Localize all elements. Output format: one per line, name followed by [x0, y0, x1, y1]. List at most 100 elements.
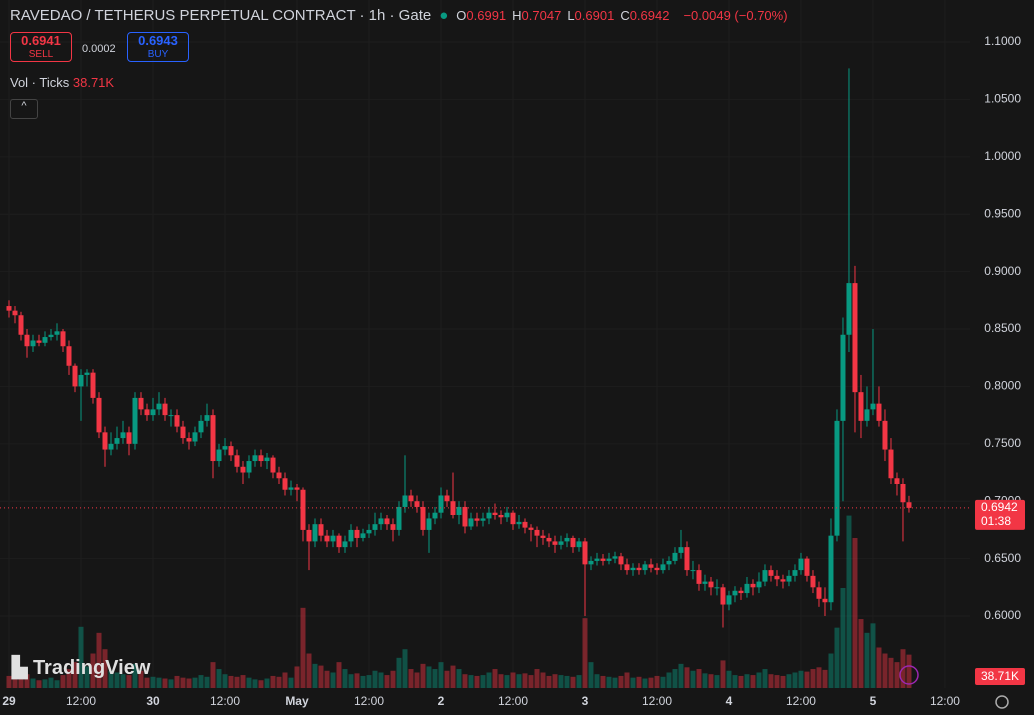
candle-body [876, 403, 882, 421]
volume-bar [126, 675, 132, 688]
volume-bar [786, 674, 792, 688]
volume-bar [654, 675, 660, 688]
lightning-button[interactable] [899, 665, 919, 685]
candle-body [564, 537, 570, 542]
candle-body [288, 487, 294, 490]
last-price-label: 0.6942 [981, 500, 1018, 514]
candle-body [552, 541, 558, 545]
volume-bar [174, 675, 180, 688]
volume-bar [588, 662, 594, 688]
volume-bar [720, 660, 726, 688]
candle-body [744, 583, 750, 594]
volume-bar [162, 678, 168, 688]
volume-bar [618, 675, 624, 688]
candle-body [654, 567, 660, 571]
candle-body [390, 524, 396, 530]
volume-bar [546, 675, 552, 688]
candle-body [468, 518, 474, 527]
volume-bar [102, 649, 108, 688]
volume-bar [582, 618, 588, 688]
buy-button[interactable]: 0.6943 BUY [127, 32, 189, 62]
candle-body [108, 443, 114, 450]
candle-body [192, 432, 198, 442]
volume-bar [738, 675, 744, 688]
y-tick-label: 0.6000 [984, 608, 1021, 622]
candle-body [234, 455, 240, 467]
volume-bar [12, 677, 18, 688]
candle-body [672, 552, 678, 561]
volume-bar [894, 662, 900, 688]
y-tick-label: 0.8500 [984, 321, 1021, 335]
candle-body [78, 374, 84, 387]
volume-bar [744, 674, 750, 688]
volume-bar [702, 673, 708, 688]
volume-bar [708, 674, 714, 688]
volume-bar [168, 679, 174, 688]
volume-bar [330, 672, 336, 688]
volume-bar [696, 669, 702, 688]
volume-bar [882, 653, 888, 688]
y-tick-label: 1.0000 [984, 149, 1021, 163]
last-price-tag [975, 499, 1025, 530]
y-tick-label: 0.6500 [984, 551, 1021, 565]
candle-body [582, 541, 588, 565]
candle-body [444, 495, 450, 502]
volume-bar [228, 675, 234, 688]
y-tick-label: 1.1000 [984, 34, 1021, 48]
volume-bar [462, 674, 468, 688]
volume-bar [132, 663, 138, 688]
volume-bar [42, 679, 48, 688]
sell-button[interactable]: 0.6941 SELL [10, 32, 72, 62]
candle-body [618, 556, 624, 565]
x-tick-label: 12:00 [642, 694, 672, 708]
collapse-button[interactable]: ^ [10, 99, 38, 119]
candle-body [846, 283, 852, 335]
volume-bar [624, 672, 630, 688]
candle-body [228, 446, 234, 456]
volume-bar [210, 662, 216, 688]
candle-body [708, 581, 714, 588]
volume-bar [852, 538, 858, 688]
logo: ▙ TradingView [12, 657, 151, 679]
candle-body [402, 495, 408, 507]
candle-body [186, 438, 192, 442]
candle-body [138, 397, 144, 410]
candle-body [12, 310, 18, 316]
candle-body [714, 587, 720, 589]
candle-body [168, 415, 174, 417]
volume-bar [762, 669, 768, 688]
candle-body [612, 556, 618, 559]
volume-bar [570, 676, 576, 688]
volume-bar [306, 653, 312, 688]
candle-body [258, 455, 264, 462]
volume-bar [24, 674, 30, 688]
candle-body [540, 535, 546, 538]
volume-bar [636, 676, 642, 688]
x-tick-label: 12:00 [930, 694, 960, 708]
volume-bar [324, 670, 330, 688]
candle-body [576, 541, 582, 548]
candle-body [156, 403, 162, 410]
candle-body [606, 558, 612, 561]
candle-body [6, 306, 12, 311]
x-tick-label: 12:00 [210, 694, 240, 708]
candle-body [144, 409, 150, 416]
volume-bar [672, 669, 678, 688]
candle-body [696, 570, 702, 584]
y-tick-label: 0.7500 [984, 436, 1021, 450]
volume-bar [18, 672, 24, 688]
candle-body [534, 529, 540, 536]
candle-body [516, 521, 522, 525]
buy-price: 0.6943 [138, 33, 178, 48]
volume-bar [90, 653, 96, 688]
settings-icon[interactable] [995, 695, 1009, 709]
candle-body [816, 587, 822, 599]
volume-bar [84, 666, 90, 688]
candle-body [150, 409, 156, 416]
x-tick-label: 2 [438, 694, 445, 708]
legend-key: C [620, 8, 630, 23]
volume-bar [426, 666, 432, 688]
volume-legend: Vol · Ticks 38.71K [10, 75, 114, 90]
volume-bar [792, 672, 798, 688]
